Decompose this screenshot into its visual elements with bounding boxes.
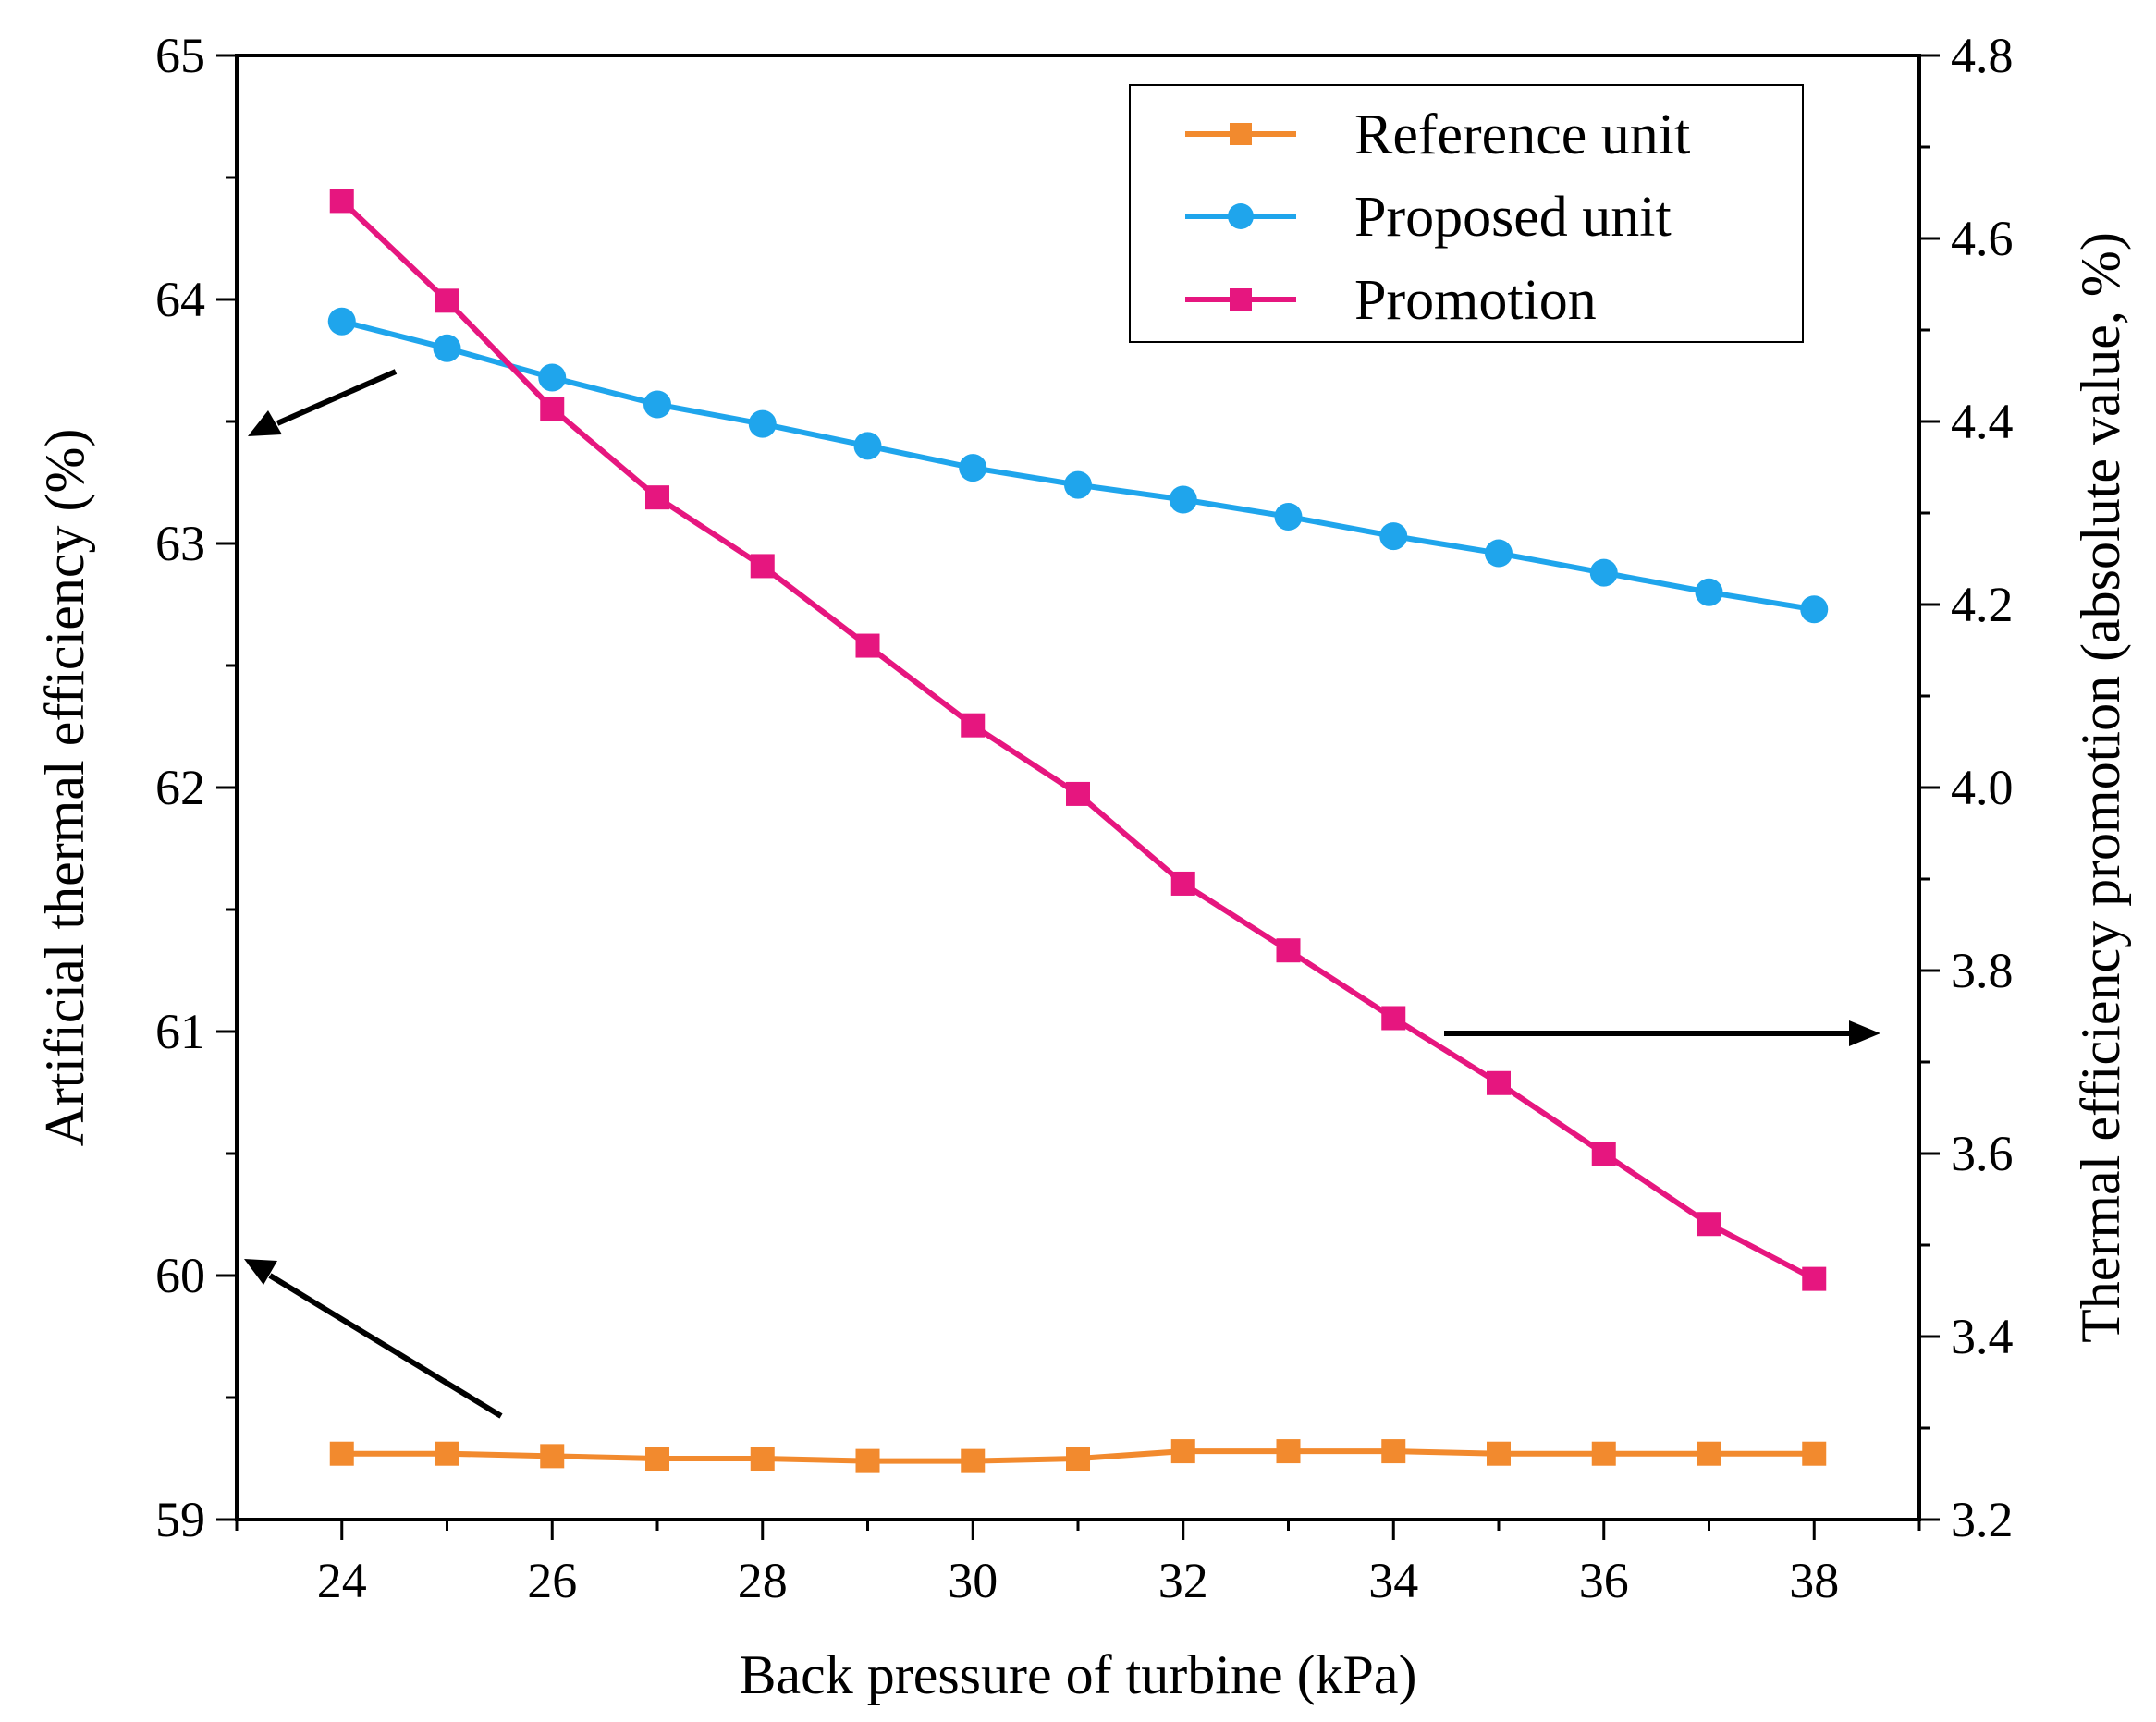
y-left-tick-label: 59 — [155, 1492, 205, 1547]
x-tick-label: 38 — [1789, 1553, 1839, 1608]
data-point-reference-unit — [540, 1444, 565, 1469]
arrow-reference-to-left-axis — [268, 1273, 503, 1419]
legend-label-reference: Reference unit — [1354, 104, 1690, 166]
y-left-tick-label: 60 — [155, 1248, 205, 1303]
data-point-reference-unit — [1066, 1447, 1090, 1471]
data-point-promotion — [1802, 1266, 1827, 1291]
arrow-proposed-to-left-axis — [276, 369, 398, 426]
y-left-tick-label: 64 — [155, 272, 205, 327]
y-right-tick-label: 3.8 — [1951, 943, 2014, 998]
data-point-reference-unit — [329, 1441, 354, 1466]
data-point-promotion — [1170, 871, 1195, 896]
y-left-tick-label: 61 — [155, 1004, 205, 1059]
x-tick-label: 28 — [738, 1553, 788, 1608]
y-right-tick-label: 4.4 — [1951, 394, 2014, 449]
data-point-proposed-unit — [959, 454, 987, 482]
arrow-head-reference — [244, 1259, 277, 1285]
data-point-proposed-unit — [1379, 522, 1408, 551]
arrow-head-promotion — [1849, 1020, 1880, 1046]
data-point-promotion — [1066, 781, 1090, 806]
data-point-reference-unit — [645, 1447, 669, 1471]
data-point-reference-unit — [1487, 1441, 1511, 1466]
data-point-proposed-unit — [1589, 558, 1618, 587]
y-right-tick-label: 4.2 — [1951, 577, 2014, 632]
y-right-tick-label: 3.6 — [1951, 1126, 2014, 1181]
data-point-proposed-unit — [1274, 502, 1303, 531]
legend-marker-reference — [1230, 123, 1252, 145]
data-point-proposed-unit — [327, 307, 356, 336]
data-point-promotion — [435, 288, 459, 313]
data-point-promotion — [329, 189, 354, 214]
axis-tick-labels: 24 26 28 30 32 34 36 38 59 60 61 62 63 64 65 3.2 3.4 3.6 3… — [155, 28, 2014, 1608]
data-point-reference-unit — [435, 1441, 459, 1466]
data-point-proposed-unit — [748, 409, 777, 438]
data-point-reference-unit — [1381, 1439, 1406, 1464]
legend-item-proposed: Proposed unit — [1185, 186, 1672, 249]
data-point-reference-unit — [1802, 1441, 1827, 1466]
data-point-reference-unit — [1697, 1441, 1721, 1466]
data-point-promotion — [750, 554, 775, 579]
data-point-promotion — [1381, 1006, 1406, 1031]
series-line-promotion — [339, 199, 1816, 1282]
legend-label-proposed: Proposed unit — [1354, 186, 1672, 249]
data-point-promotion — [645, 485, 669, 510]
data-point-promotion — [855, 633, 880, 658]
data-point-reference-unit — [1591, 1441, 1616, 1466]
legend-item-promotion: Promotion — [1185, 269, 1597, 332]
y-right-tick-label: 4.8 — [1951, 28, 2014, 83]
data-point-promotion — [1276, 938, 1301, 963]
y-right-tick-label: 4.6 — [1951, 211, 2014, 266]
data-point-promotion — [1697, 1212, 1721, 1237]
legend-marker-promotion — [1230, 288, 1252, 311]
data-point-proposed-unit — [1485, 539, 1513, 568]
series-promotion — [329, 189, 1827, 1291]
annotation-arrows — [244, 369, 1880, 1419]
data-point-reference-unit — [1276, 1439, 1301, 1464]
data-point-promotion — [1487, 1070, 1511, 1095]
data-point-reference-unit — [750, 1447, 775, 1471]
y-left-tick-label: 65 — [155, 28, 205, 83]
legend-item-reference: Reference unit — [1185, 104, 1690, 166]
y-left-axis-title: Artificial thermal efficiency (%) — [34, 429, 95, 1147]
series-reference-unit — [329, 1439, 1827, 1473]
data-point-proposed-unit — [433, 334, 461, 362]
data-point-proposed-unit — [1169, 485, 1197, 514]
y-right-tick-label: 3.4 — [1951, 1309, 2014, 1364]
data-point-proposed-unit — [1064, 470, 1092, 499]
y-right-tick-label: 3.2 — [1951, 1492, 2014, 1547]
y-left-tick-label: 62 — [155, 760, 205, 815]
data-point-promotion — [540, 397, 565, 421]
data-point-reference-unit — [961, 1448, 986, 1473]
series-layer — [327, 189, 1829, 1473]
legend-marker-proposed — [1228, 203, 1254, 229]
data-point-reference-unit — [855, 1448, 880, 1473]
legend: Reference unit Proposed unit Promotion — [1129, 84, 1804, 343]
y-right-axis-title: Thermal efficiency promotion (absolute v… — [2070, 232, 2131, 1343]
data-point-proposed-unit — [643, 390, 671, 419]
x-tick-label: 36 — [1579, 1553, 1629, 1608]
x-tick-label: 32 — [1158, 1553, 1208, 1608]
x-axis-title: Back pressure of turbine (kPa) — [739, 1644, 1416, 1705]
y-right-tick-label: 4.0 — [1951, 760, 2014, 815]
axis-ticks — [216, 54, 1940, 1540]
data-point-promotion — [1591, 1142, 1616, 1166]
data-point-proposed-unit — [853, 432, 882, 460]
y-left-tick-label: 63 — [155, 516, 205, 571]
data-point-proposed-unit — [1695, 578, 1723, 606]
data-point-proposed-unit — [1800, 595, 1829, 624]
data-point-proposed-unit — [538, 363, 567, 392]
x-tick-label: 26 — [527, 1553, 577, 1608]
arrow-head-proposed — [248, 410, 282, 436]
legend-label-promotion: Promotion — [1354, 269, 1597, 332]
x-tick-label: 24 — [317, 1553, 367, 1608]
data-point-promotion — [961, 713, 986, 738]
data-point-reference-unit — [1170, 1439, 1195, 1464]
x-tick-label: 34 — [1368, 1553, 1418, 1608]
x-tick-label: 30 — [948, 1553, 998, 1608]
series-proposed-unit — [327, 307, 1829, 624]
